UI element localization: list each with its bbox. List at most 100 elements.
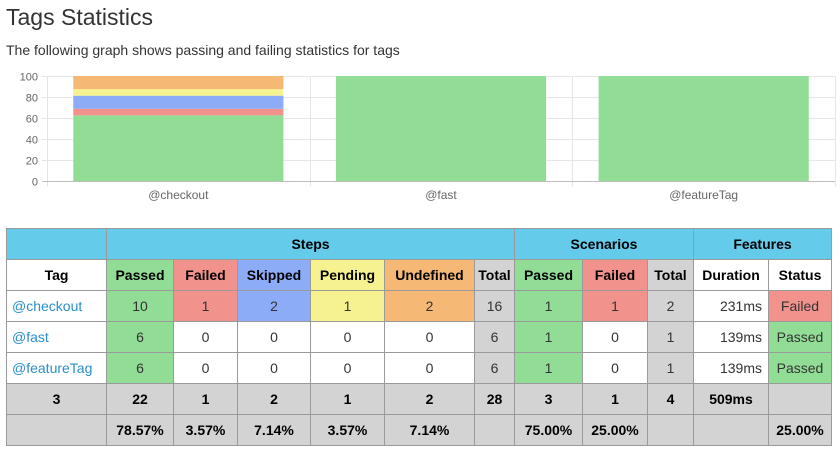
bar-segment-undefined bbox=[73, 76, 284, 90]
scenarios-passed-cell: 1 bbox=[514, 321, 583, 353]
steps-failed-cell: 1 bbox=[173, 290, 238, 322]
duration-cell: 139ms bbox=[693, 321, 769, 353]
scenarios-failed-cell: 0 bbox=[582, 321, 648, 353]
status-badge: Passed bbox=[768, 352, 832, 384]
col-status[interactable]: Status bbox=[768, 259, 832, 291]
pct-tag bbox=[6, 414, 107, 446]
bar-segment-failed bbox=[73, 108, 284, 116]
pct-duration bbox=[693, 414, 769, 446]
tag-stats-chart: 0 20 40 60 80 100 @checkout @fast @featureTag bbox=[20, 72, 836, 202]
scenarios-total-cell: 1 bbox=[647, 321, 694, 353]
scenarios-failed-cell: 0 bbox=[582, 352, 648, 384]
y-tick-label: 60 bbox=[26, 114, 38, 126]
totals-passed: 22 bbox=[106, 383, 174, 415]
table-row: @fast 6 0 0 0 0 6 1 0 1 139ms Passed bbox=[6, 321, 832, 353]
steps-total-cell: 6 bbox=[474, 352, 515, 384]
header-scenarios: Scenarios bbox=[514, 228, 694, 260]
tag-link[interactable]: @featureTag bbox=[6, 352, 107, 384]
col-duration[interactable]: Duration bbox=[693, 259, 769, 291]
totals-undefined: 2 bbox=[384, 383, 475, 415]
steps-passed-cell: 10 bbox=[106, 290, 174, 322]
steps-skipped-cell: 0 bbox=[237, 321, 311, 353]
tag-stats-table: Steps Scenarios Features Tag Passed Fail… bbox=[6, 228, 832, 446]
status-badge: Failed bbox=[768, 290, 832, 322]
totals-sc-passed: 3 bbox=[514, 383, 583, 415]
totals-status bbox=[768, 383, 832, 415]
bar-segment-passed bbox=[335, 76, 547, 181]
pct-sc-passed: 75.00% bbox=[514, 414, 583, 446]
col-steps-failed[interactable]: Failed bbox=[173, 259, 238, 291]
steps-total-cell: 16 bbox=[474, 290, 515, 322]
y-tick-label: 0 bbox=[32, 177, 38, 189]
page-title: Tags Statistics bbox=[6, 4, 153, 30]
table-row: @checkout 10 1 2 1 2 16 1 1 2 231ms Fail… bbox=[6, 290, 832, 322]
steps-failed-cell: 0 bbox=[173, 352, 238, 384]
totals-total: 28 bbox=[474, 383, 515, 415]
col-tag[interactable]: Tag bbox=[6, 259, 107, 291]
steps-undefined-cell: 0 bbox=[384, 352, 475, 384]
scenarios-failed-cell: 1 bbox=[582, 290, 648, 322]
steps-pending-cell: 1 bbox=[310, 290, 385, 322]
steps-passed-cell: 6 bbox=[106, 321, 174, 353]
col-steps-skipped[interactable]: Skipped bbox=[237, 259, 311, 291]
col-scenarios-passed[interactable]: Passed bbox=[514, 259, 583, 291]
x-tick-label: @checkout bbox=[148, 188, 209, 202]
steps-skipped-cell: 2 bbox=[237, 290, 311, 322]
scenarios-passed-cell: 1 bbox=[514, 290, 583, 322]
table-row: @featureTag 6 0 0 0 0 6 1 0 1 139ms Pass… bbox=[6, 352, 832, 384]
steps-skipped-cell: 0 bbox=[237, 352, 311, 384]
duration-cell: 139ms bbox=[693, 352, 769, 384]
col-steps-undefined[interactable]: Undefined bbox=[384, 259, 475, 291]
totals-skipped: 2 bbox=[237, 383, 311, 415]
col-scenarios-total[interactable]: Total bbox=[647, 259, 694, 291]
totals-tag: 3 bbox=[6, 383, 107, 415]
group-header-row: Steps Scenarios Features bbox=[6, 228, 832, 260]
steps-undefined-cell: 0 bbox=[384, 321, 475, 353]
totals-duration: 509ms bbox=[693, 383, 769, 415]
scenarios-total-cell: 2 bbox=[647, 290, 694, 322]
steps-failed-cell: 0 bbox=[173, 321, 238, 353]
x-tick-label: @featureTag bbox=[669, 188, 738, 202]
bar-segment-pending bbox=[73, 89, 284, 96]
x-tick-label: @fast bbox=[425, 188, 457, 202]
col-steps-total[interactable]: Total bbox=[474, 259, 515, 291]
pct-total bbox=[474, 414, 515, 446]
pct-passed: 78.57% bbox=[106, 414, 174, 446]
pct-pending: 3.57% bbox=[310, 414, 385, 446]
y-tick-label: 100 bbox=[20, 72, 38, 84]
col-steps-passed[interactable]: Passed bbox=[106, 259, 174, 291]
steps-undefined-cell: 2 bbox=[384, 290, 475, 322]
col-steps-pending[interactable]: Pending bbox=[310, 259, 385, 291]
pct-skipped: 7.14% bbox=[237, 414, 311, 446]
column-header-row: Tag Passed Failed Skipped Pending Undefi… bbox=[6, 259, 832, 291]
header-blank bbox=[6, 228, 107, 260]
totals-sc-failed: 1 bbox=[582, 383, 648, 415]
bar-segment-skipped bbox=[73, 95, 284, 109]
bar-segment-passed bbox=[73, 115, 284, 181]
duration-cell: 231ms bbox=[693, 290, 769, 322]
steps-pending-cell: 0 bbox=[310, 352, 385, 384]
col-scenarios-failed[interactable]: Failed bbox=[582, 259, 648, 291]
totals-row: 3 22 1 2 1 2 28 3 1 4 509ms bbox=[6, 383, 832, 415]
totals-failed: 1 bbox=[173, 383, 238, 415]
totals-pending: 1 bbox=[310, 383, 385, 415]
percentages-row: 78.57% 3.57% 7.14% 3.57% 7.14% 75.00% 25… bbox=[6, 414, 832, 446]
pct-sc-failed: 25.00% bbox=[582, 414, 648, 446]
y-tick-label: 40 bbox=[26, 135, 38, 147]
y-tick-label: 80 bbox=[26, 93, 38, 105]
pct-undefined: 7.14% bbox=[384, 414, 475, 446]
tag-link[interactable]: @checkout bbox=[6, 290, 107, 322]
page-subtitle: The following graph shows passing and fa… bbox=[6, 42, 400, 58]
totals-sc-total: 4 bbox=[647, 383, 694, 415]
bar-segment-passed bbox=[598, 76, 809, 181]
pct-failed: 3.57% bbox=[173, 414, 238, 446]
pct-status: 25.00% bbox=[768, 414, 832, 446]
header-features: Features bbox=[693, 228, 832, 260]
y-tick-label: 20 bbox=[26, 156, 38, 168]
pct-sc-total bbox=[647, 414, 694, 446]
scenarios-passed-cell: 1 bbox=[514, 352, 583, 384]
steps-total-cell: 6 bbox=[474, 321, 515, 353]
status-badge: Passed bbox=[768, 321, 832, 353]
header-steps: Steps bbox=[106, 228, 515, 260]
tag-link[interactable]: @fast bbox=[6, 321, 107, 353]
